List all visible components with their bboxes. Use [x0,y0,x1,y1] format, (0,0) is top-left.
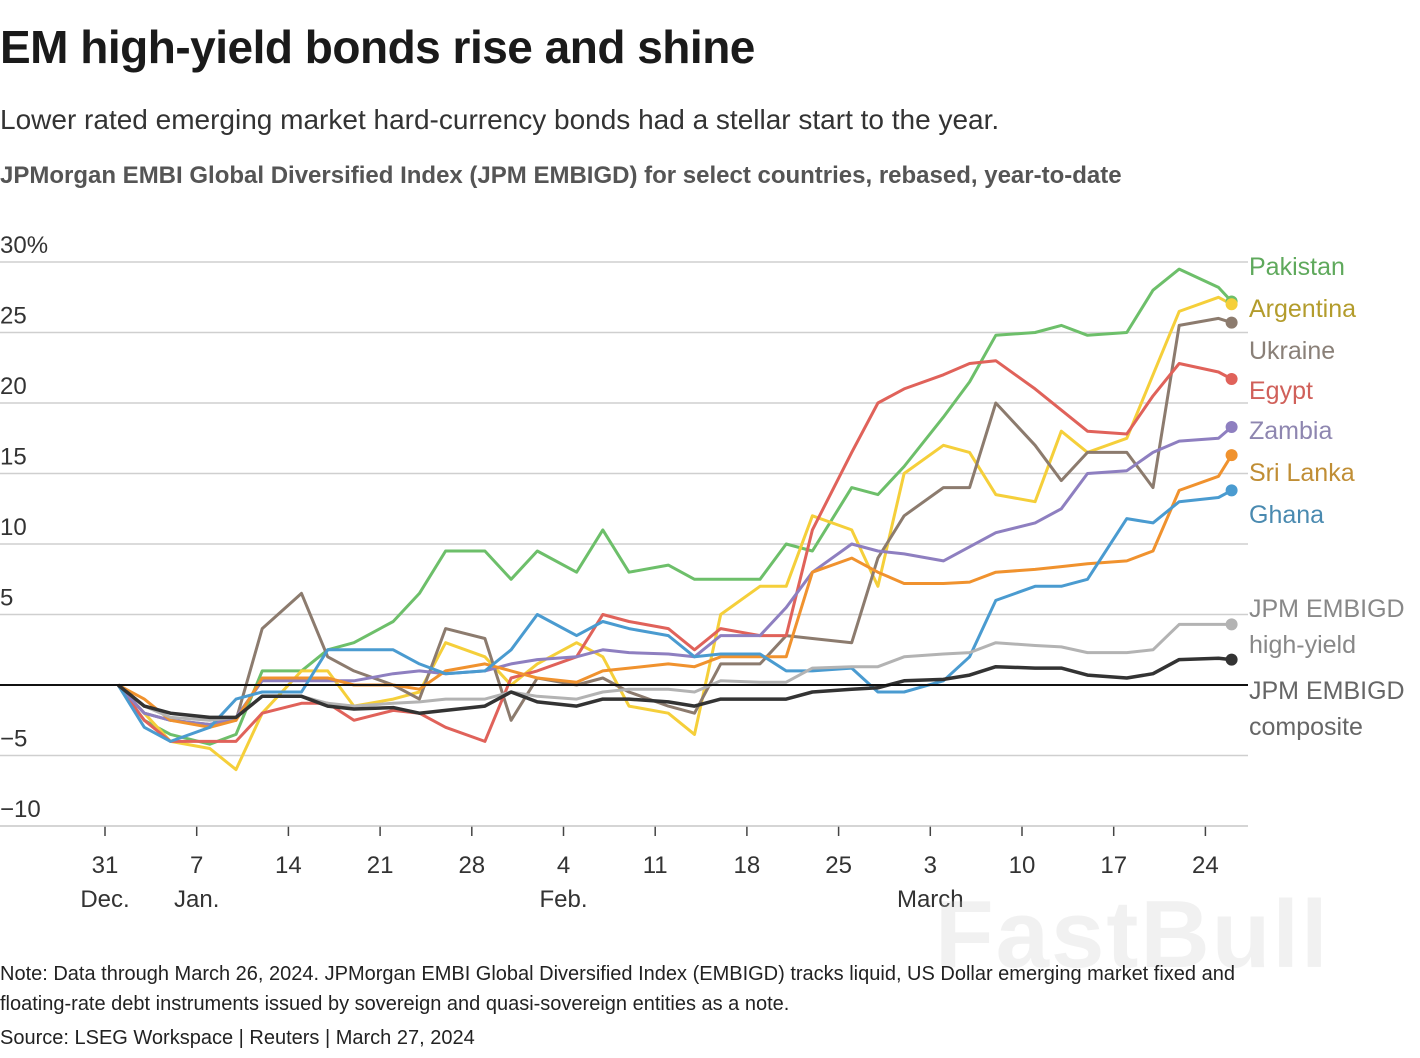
note-line-1: Note: Data through March 26, 2024. JPMor… [0,963,1235,985]
end-dot-egypt [1225,373,1238,386]
series-label: JPM EMBIGD [1249,677,1405,705]
end-dot-ghana [1225,484,1238,497]
series-label: Ghana [1249,501,1324,529]
y-tick-label: 20 [0,373,27,400]
end-dot-sri-lanka [1225,449,1238,462]
y-tick-label: 5 [0,585,13,612]
page-subtitle: Lower rated emerging market hard-currenc… [0,104,1000,135]
series-label: Argentina [1249,295,1356,323]
x-tick-label: 17 [1100,852,1127,879]
series-line-sri-lanka [117,454,1233,729]
end-dot-jpm-embigd-composite [1225,653,1238,666]
end-dot-jpm-embigd-high-yield [1225,618,1238,631]
y-tick-label: 25 [0,303,27,330]
x-tick-sublabel: March [897,886,964,913]
series-label: Pakistan [1249,253,1345,281]
y-tick-label: 30% [0,232,48,259]
chart-title: JPMorgan EMBI Global Diversified Index (… [0,162,1122,189]
series-label: Zambia [1249,417,1332,445]
series-line-egypt [116,359,1233,743]
x-tick-label: 11 [643,852,668,879]
x-tick-label: 4 [557,852,570,879]
series-label: Ukraine [1249,337,1335,365]
series-label: Egypt [1249,377,1313,405]
x-tick-label: 18 [734,852,761,879]
series-line-argentina [117,295,1233,772]
y-tick-label: −5 [0,726,27,753]
x-tick-label: 24 [1192,852,1219,879]
page-title: EM high-yield bonds rise and shine [0,21,755,73]
x-tick-label: 21 [367,852,394,879]
series-line-pakistan [116,267,1233,746]
y-tick-label: 15 [0,444,27,471]
series-line-zambia [117,425,1233,726]
end-dot-argentina [1225,298,1238,311]
x-tick-label: 25 [825,852,852,879]
end-dot-zambia [1225,420,1238,433]
x-tick-label: 7 [190,852,203,879]
line-chart: 30% 25 20 15 10 5 −5 −10 31 Dec. 7 Jan. 14 21 28 4 Feb. 1… [0,232,1405,913]
y-tick-label: 10 [0,514,27,541]
y-tick-label: −10 [0,796,41,823]
end-dot-ukraine [1225,316,1238,329]
x-tick-label: 10 [1009,852,1036,879]
series-label: composite [1249,713,1363,741]
x-tick-label: 3 [924,852,937,879]
x-tick-sublabel: Feb. [539,886,587,913]
series-line-jpm-embigd-composite [117,656,1232,720]
series-label: JPM EMBIGD [1249,595,1405,623]
series-label: high-yield [1249,631,1356,659]
watermark: FastBull [935,881,1330,988]
series-label: Sri Lanka [1249,459,1355,487]
note-line-2: floating-rate debt instruments issued by… [0,993,790,1015]
x-tick-sublabel: Jan. [174,886,219,913]
x-tick-label: 28 [458,852,485,879]
x-tick-label: 31 [92,852,119,879]
x-tick-sublabel: Dec. [80,886,129,913]
x-tick-label: 14 [275,852,302,879]
source-line: Source: LSEG Workspace | Reuters | March… [0,1027,475,1049]
series-line-ukraine [117,316,1233,726]
